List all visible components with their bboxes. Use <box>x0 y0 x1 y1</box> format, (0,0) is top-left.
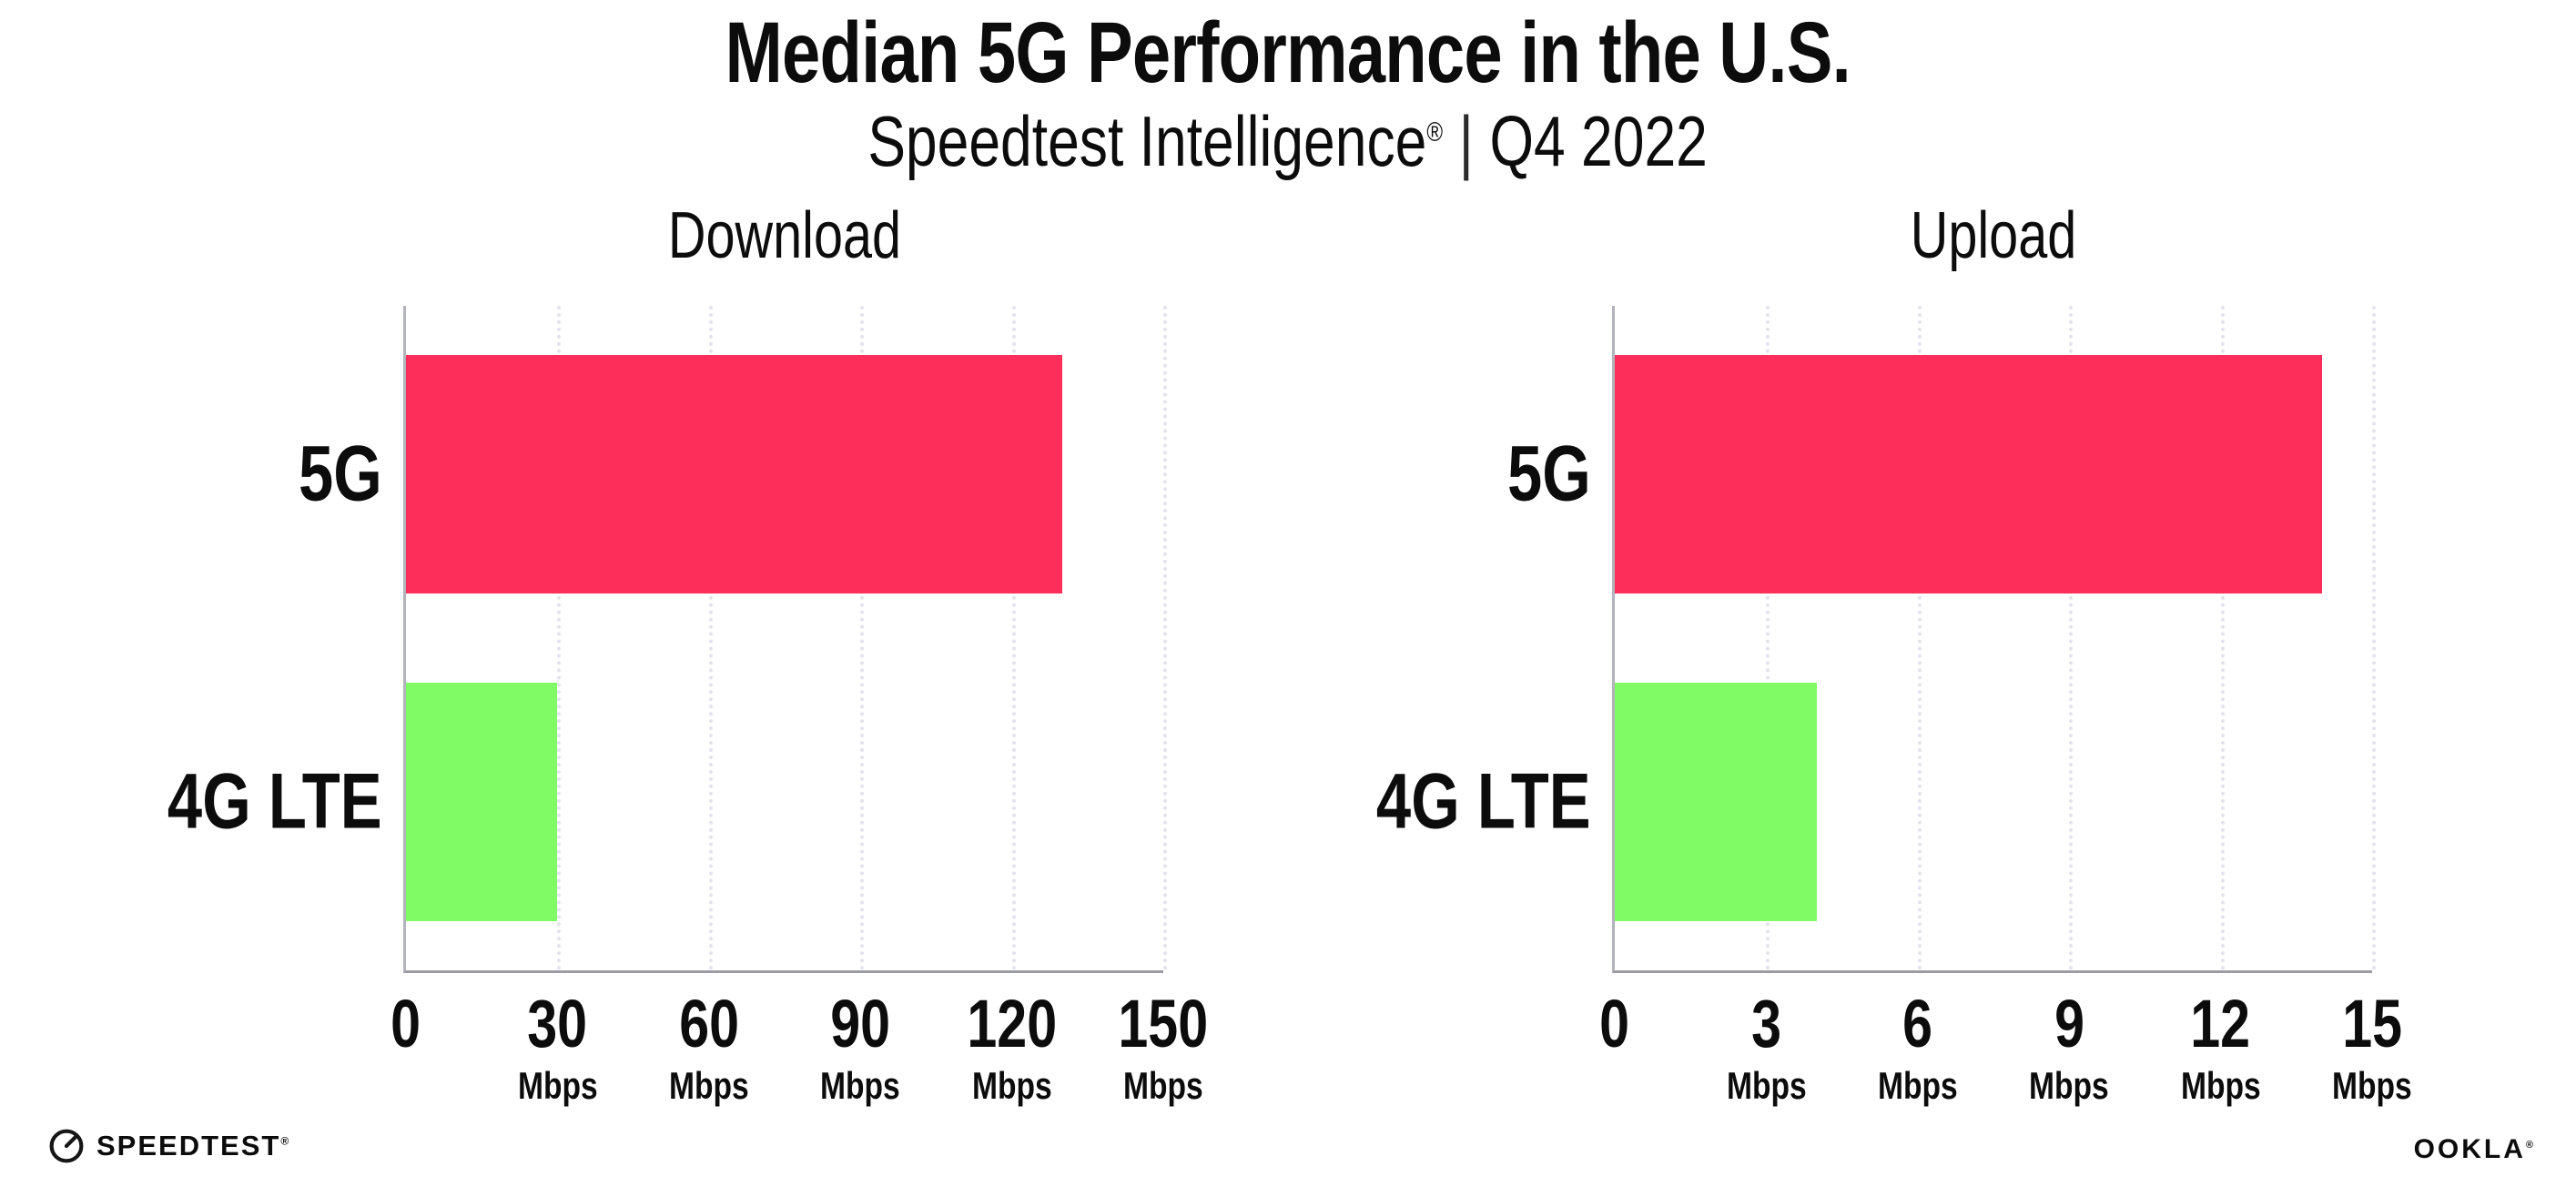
subtitle-separator: | <box>1459 101 1475 181</box>
x-tick-90: 90 Mbps <box>760 990 960 1105</box>
x-tick-12: 12 Mbps <box>2121 990 2321 1105</box>
x-tick-150: 150 Mbps <box>1063 990 1263 1105</box>
x-tick-unit: Mbps <box>1726 1064 1807 1107</box>
x-tick-value: 12 <box>2190 986 2251 1061</box>
bar-5g <box>406 355 1063 593</box>
x-tick-0: 0 <box>1515 990 1715 1058</box>
x-tick-value: 3 <box>1750 986 1781 1061</box>
category-label-text: 4G LTE <box>167 757 382 846</box>
x-tick-unit: Mbps <box>1877 1064 1958 1107</box>
page-title-text: Median 5G Performance in the U.S. <box>725 5 1851 101</box>
x-tick-value: 15 <box>2342 986 2402 1061</box>
gridline-150 <box>1163 306 1167 970</box>
bar-4g-lte <box>1615 683 1817 921</box>
registered-mark-icon: ® <box>2525 1140 2536 1151</box>
category-label-5g: 5G <box>1486 430 1591 520</box>
x-tick-value: 150 <box>1118 986 1209 1061</box>
category-label-5g: 5G <box>278 430 382 520</box>
x-tick-15: 15 Mbps <box>2272 990 2472 1105</box>
gridline-12 <box>2220 306 2225 970</box>
chart-title-text: Upload <box>1910 199 2077 272</box>
x-tick-value: 90 <box>830 986 891 1061</box>
x-tick-unit: Mbps <box>2180 1064 2261 1107</box>
page-subtitle: Speedtest Intelligence® | Q4 2022 <box>196 100 2380 183</box>
category-label-4g-lte: 4G LTE <box>1323 757 1591 847</box>
gridline-15 <box>2372 306 2376 970</box>
speedtest-logo: SPEEDTEST® <box>47 1127 290 1165</box>
bar-4g-lte <box>406 683 558 921</box>
gauge-icon <box>49 1129 84 1163</box>
x-tick-6: 6 Mbps <box>1818 990 2018 1105</box>
x-tick-60: 60 Mbps <box>609 990 809 1105</box>
x-tick-3: 3 Mbps <box>1666 990 1866 1105</box>
registered-mark-icon: ® <box>280 1134 291 1148</box>
registered-mark-icon: ® <box>1426 117 1444 147</box>
x-tick-unit: Mbps <box>517 1064 598 1107</box>
category-label-4g-lte: 4G LTE <box>114 757 382 847</box>
category-label-text: 4G LTE <box>1376 757 1591 846</box>
x-tick-unit: Mbps <box>820 1064 901 1107</box>
gridline-30 <box>557 306 562 970</box>
ookla-logo: OOKLA® <box>2414 1134 2536 1165</box>
x-tick-value: 120 <box>967 986 1057 1061</box>
chart-title: Upload <box>1890 198 2097 273</box>
gridline-120 <box>1011 306 1016 970</box>
chart-upload: Upload 5G 4G LTE 0 3 Mbps 6 Mbps 9 Mbps 12 Mbps 15 Mb… <box>1376 199 2412 1105</box>
gridline-3 <box>1766 306 1770 970</box>
chart-title-text: Download <box>667 199 902 272</box>
x-tick-9: 9 Mbps <box>1969 990 2169 1105</box>
chart-download: Download 5G 4G LTE 0 30 Mbps 60 Mbps 90 Mbps 120 Mb… <box>167 199 1208 1105</box>
x-tick-value: 0 <box>390 986 421 1061</box>
category-label-text: 5G <box>299 430 382 518</box>
speedtest-logo-text: SPEEDTEST® <box>96 1130 291 1161</box>
x-tick-unit: Mbps <box>1123 1064 1203 1107</box>
gridline-60 <box>708 306 713 970</box>
x-tick-unit: Mbps <box>668 1064 749 1107</box>
ookla-logo-text: OOKLA® <box>2413 1134 2536 1164</box>
x-tick-value: 60 <box>678 986 739 1061</box>
subtitle-period: Q4 2022 <box>1489 101 1709 181</box>
page-title: Median 5G Performance in the U.S. <box>196 4 2380 103</box>
x-tick-30: 30 Mbps <box>457 990 657 1105</box>
x-tick-unit: Mbps <box>2029 1064 2110 1107</box>
x-tick-value: 0 <box>1599 986 1630 1061</box>
x-tick-0: 0 <box>306 990 506 1058</box>
gridline-9 <box>2069 306 2074 970</box>
x-tick-unit: Mbps <box>971 1064 1052 1107</box>
bar-5g <box>1615 355 2322 593</box>
x-tick-value: 9 <box>2054 986 2084 1061</box>
x-tick-120: 120 Mbps <box>912 990 1112 1105</box>
subtitle-brand: Speedtest Intelligence <box>867 101 1427 181</box>
page-subtitle-text: Speedtest Intelligence® | Q4 2022 <box>868 100 1709 183</box>
x-tick-value: 6 <box>1902 986 1933 1061</box>
category-label-text: 5G <box>1507 430 1591 518</box>
gridline-90 <box>860 306 865 970</box>
gridline-6 <box>1917 306 1922 970</box>
x-tick-value: 30 <box>527 986 588 1061</box>
x-tick-unit: Mbps <box>2332 1064 2412 1107</box>
chart-title: Download <box>639 198 930 273</box>
